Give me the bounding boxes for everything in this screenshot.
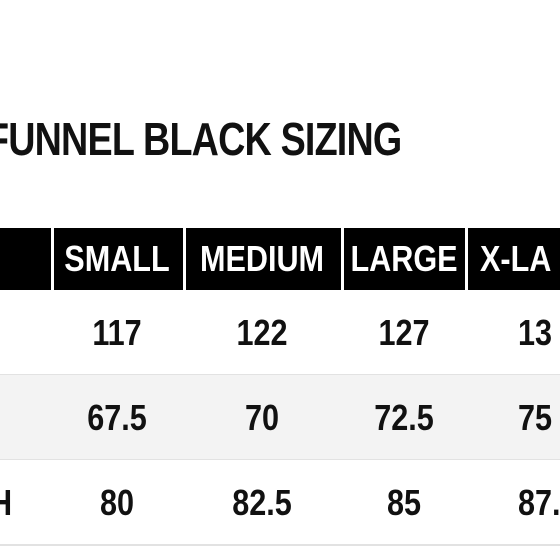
table-cell: 117 — [92, 312, 142, 353]
table-cell: 72.5 — [374, 397, 434, 438]
column-header: LARGE — [350, 238, 458, 279]
table-cell: 80 — [99, 482, 135, 523]
table-cell: 75 — [518, 397, 553, 438]
table-cell: 70 — [244, 397, 280, 438]
table-cell: 85 — [386, 482, 422, 523]
table-cell: 67.5 — [87, 397, 147, 438]
title: FUNNEL BLACK SIZING — [0, 113, 402, 165]
column-separator — [183, 228, 186, 290]
column-separator — [341, 228, 344, 290]
table-row — [0, 375, 560, 461]
column-header: MEDIUM — [199, 238, 325, 279]
column-header: SMALL — [64, 238, 170, 279]
row-label: H — [0, 482, 12, 524]
table-cell: 87. — [518, 482, 560, 523]
table-row — [0, 460, 560, 546]
column-header: X-LA — [480, 238, 552, 279]
table-cell: 127 — [378, 312, 430, 353]
column-separator — [51, 228, 54, 290]
table-cell: 13 — [518, 312, 553, 353]
column-separator — [465, 228, 468, 290]
table-row — [0, 290, 560, 376]
table-cell: 82.5 — [232, 482, 292, 523]
table-cell: 122 — [236, 312, 288, 353]
